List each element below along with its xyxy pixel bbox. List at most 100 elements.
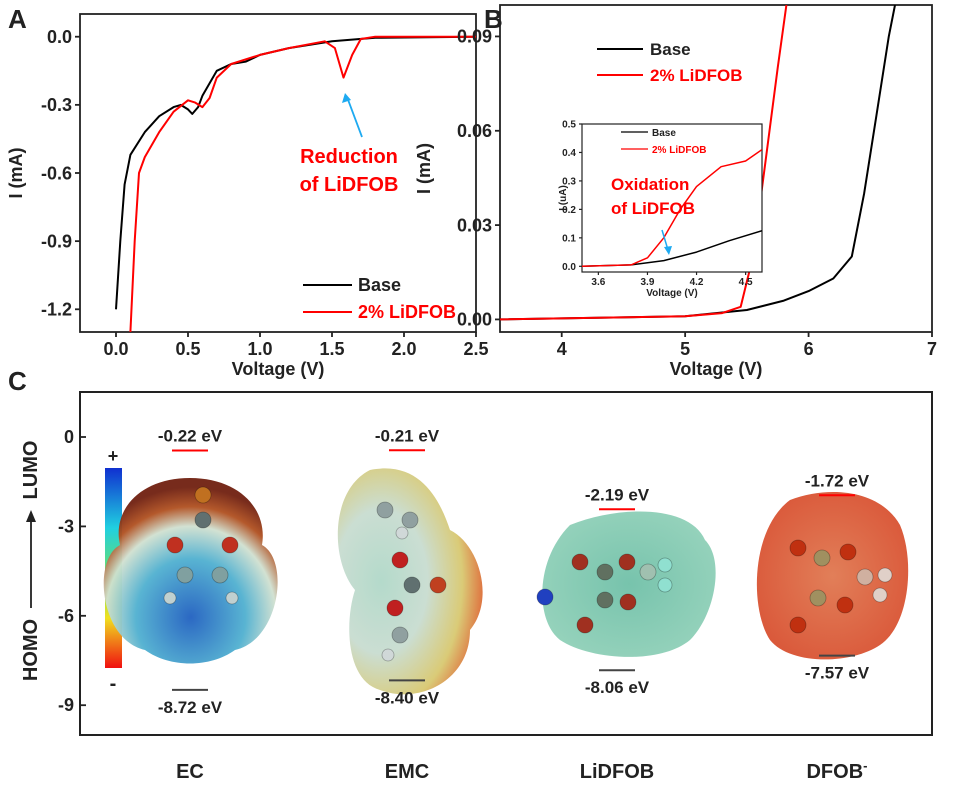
c-atom [836, 596, 854, 614]
b-inset-annotation-line1: Oxidation [611, 175, 689, 194]
c-atom [813, 549, 831, 567]
b-inset-series-line-lidfob [582, 148, 762, 268]
b-x-axis-label: Voltage (V) [670, 359, 763, 379]
a-annotation-line1: Reduction [300, 146, 398, 168]
c-atom [618, 553, 636, 571]
a-x-tick-label: 2.5 [463, 339, 488, 359]
c-atom [839, 543, 857, 561]
c-atom [429, 576, 447, 594]
c-atom [657, 577, 673, 593]
panel-label-b: B [484, 4, 503, 34]
a-y-tick-label: -1.2 [41, 300, 72, 320]
b-inset-y-tick-label: 0.0 [562, 262, 576, 273]
c-atom [225, 591, 239, 605]
c-molecule-emc: -0.21 eV -8.40 eV [337, 426, 483, 707]
b-y-tick-label: 0.03 [457, 215, 492, 235]
c-atom [596, 591, 614, 609]
b-x-tick-label: 4 [557, 339, 567, 359]
panel-label-c: C [8, 366, 27, 396]
b-y-axis-label: I (mA) [414, 143, 434, 194]
c-homo-value: -8.06 eV [585, 678, 650, 697]
c-atom [163, 591, 177, 605]
c-esp-surface [756, 492, 909, 660]
b-inset-y-tick-label: 0.1 [562, 233, 576, 244]
b-inset-arrow-head-icon [664, 246, 672, 255]
c-energy-arrow-head-icon [26, 510, 36, 522]
panel-c-diagram: 0 -3 -6 -9 LUMO HOMO + - -0.22 eV -8.72 eV EC -0.21… [20, 391, 933, 783]
b-inset-plot-frame [581, 123, 763, 273]
c-atom [386, 599, 404, 617]
b-inset-y-tick-label: 0.5 [562, 120, 576, 131]
c-atom [576, 616, 594, 634]
c-homo-value: -7.57 eV [805, 664, 870, 683]
a-y-tick-label: -0.9 [41, 231, 72, 251]
c-atom [639, 563, 657, 581]
c-molecule-name: EC [176, 761, 204, 783]
b-inset-annotation-line2: of LiDFOB [611, 199, 695, 218]
b-inset-x-tick-label: 3.6 [591, 277, 605, 288]
panel-b-chart: 4 5 6 7 0.00 0.03 0.06 0.09 Voltage (V) I (mA) Bas… [414, 4, 937, 379]
a-legend-label: 2% LiDFOB [358, 302, 456, 322]
a-annotation-line2: of LiDFOB [300, 174, 399, 196]
c-atom [395, 526, 409, 540]
c-lumo-value: -2.19 eV [585, 485, 650, 504]
b-x-tick-label: 7 [927, 339, 937, 359]
a-x-tick-label: 1.5 [319, 339, 344, 359]
panel-label-a: A [8, 4, 27, 34]
c-atom [401, 511, 419, 529]
c-atom [166, 536, 184, 554]
c-colorbar-minus: - [110, 673, 117, 695]
a-x-tick-label: 0.0 [103, 339, 128, 359]
b-y-tick-label: 0.00 [457, 310, 492, 330]
b-inset-y-axis-label: I (uA) [558, 185, 569, 211]
c-molecule-charge: - [863, 758, 867, 773]
c-molecule-name: EMC [385, 761, 429, 783]
c-atom [536, 588, 554, 606]
b-x-tick-label: 5 [680, 339, 690, 359]
b-series-line-lidfob [500, 5, 788, 321]
b-y-tick-label: 0.06 [457, 121, 492, 141]
a-x-tick-label: 0.5 [175, 339, 200, 359]
c-atom [376, 501, 394, 519]
a-x-tick-label: 2.0 [391, 339, 416, 359]
c-molecule-dfob: -1.72 eV -7.57 eV [756, 471, 909, 683]
c-y-tick-label: -3 [58, 516, 74, 536]
c-lumo-value: -0.22 eV [158, 427, 223, 446]
c-lumo-value: -1.72 eV [805, 471, 870, 490]
c-atom [789, 616, 807, 634]
a-arrow-shaft [346, 96, 363, 138]
c-atom [571, 553, 589, 571]
a-y-tick-label: -0.3 [41, 95, 72, 115]
a-plot-frame [79, 13, 477, 333]
a-legend-label: Base [358, 275, 401, 295]
c-y-tick-label: 0 [64, 427, 74, 447]
b-inset-y-tick-label: 0.2 [562, 205, 576, 216]
c-homo-label: HOMO [20, 619, 42, 681]
c-atom [391, 626, 409, 644]
c-y-tick-label: -9 [58, 695, 74, 715]
c-atom [176, 566, 194, 584]
b-inset-x-tick-label: 4.2 [690, 277, 704, 288]
c-atom [872, 587, 888, 603]
c-molecule-name: LiDFOB [580, 761, 654, 783]
a-x-tick-label: 1.0 [247, 339, 272, 359]
c-atom [381, 648, 395, 662]
c-homo-value: -8.72 eV [158, 698, 223, 717]
c-lumo-label: LUMO [20, 441, 42, 500]
c-atom [856, 568, 874, 586]
a-y-tick-label: -0.6 [41, 163, 72, 183]
a-y-axis-label: I (mA) [6, 148, 26, 199]
c-atom [789, 539, 807, 557]
b-inset-legend-label: 2% LiDFOB [652, 145, 706, 156]
c-atom [619, 593, 637, 611]
c-atom [391, 551, 409, 569]
b-inset-x-tick-label: 4.5 [739, 277, 753, 288]
a-y-tick-label: 0.0 [47, 27, 72, 47]
b-legend-label: Base [650, 40, 691, 59]
c-atom [403, 576, 421, 594]
c-atom [877, 567, 893, 583]
c-colorbar-plus: + [108, 446, 119, 466]
c-y-tick-label: -6 [58, 606, 74, 626]
